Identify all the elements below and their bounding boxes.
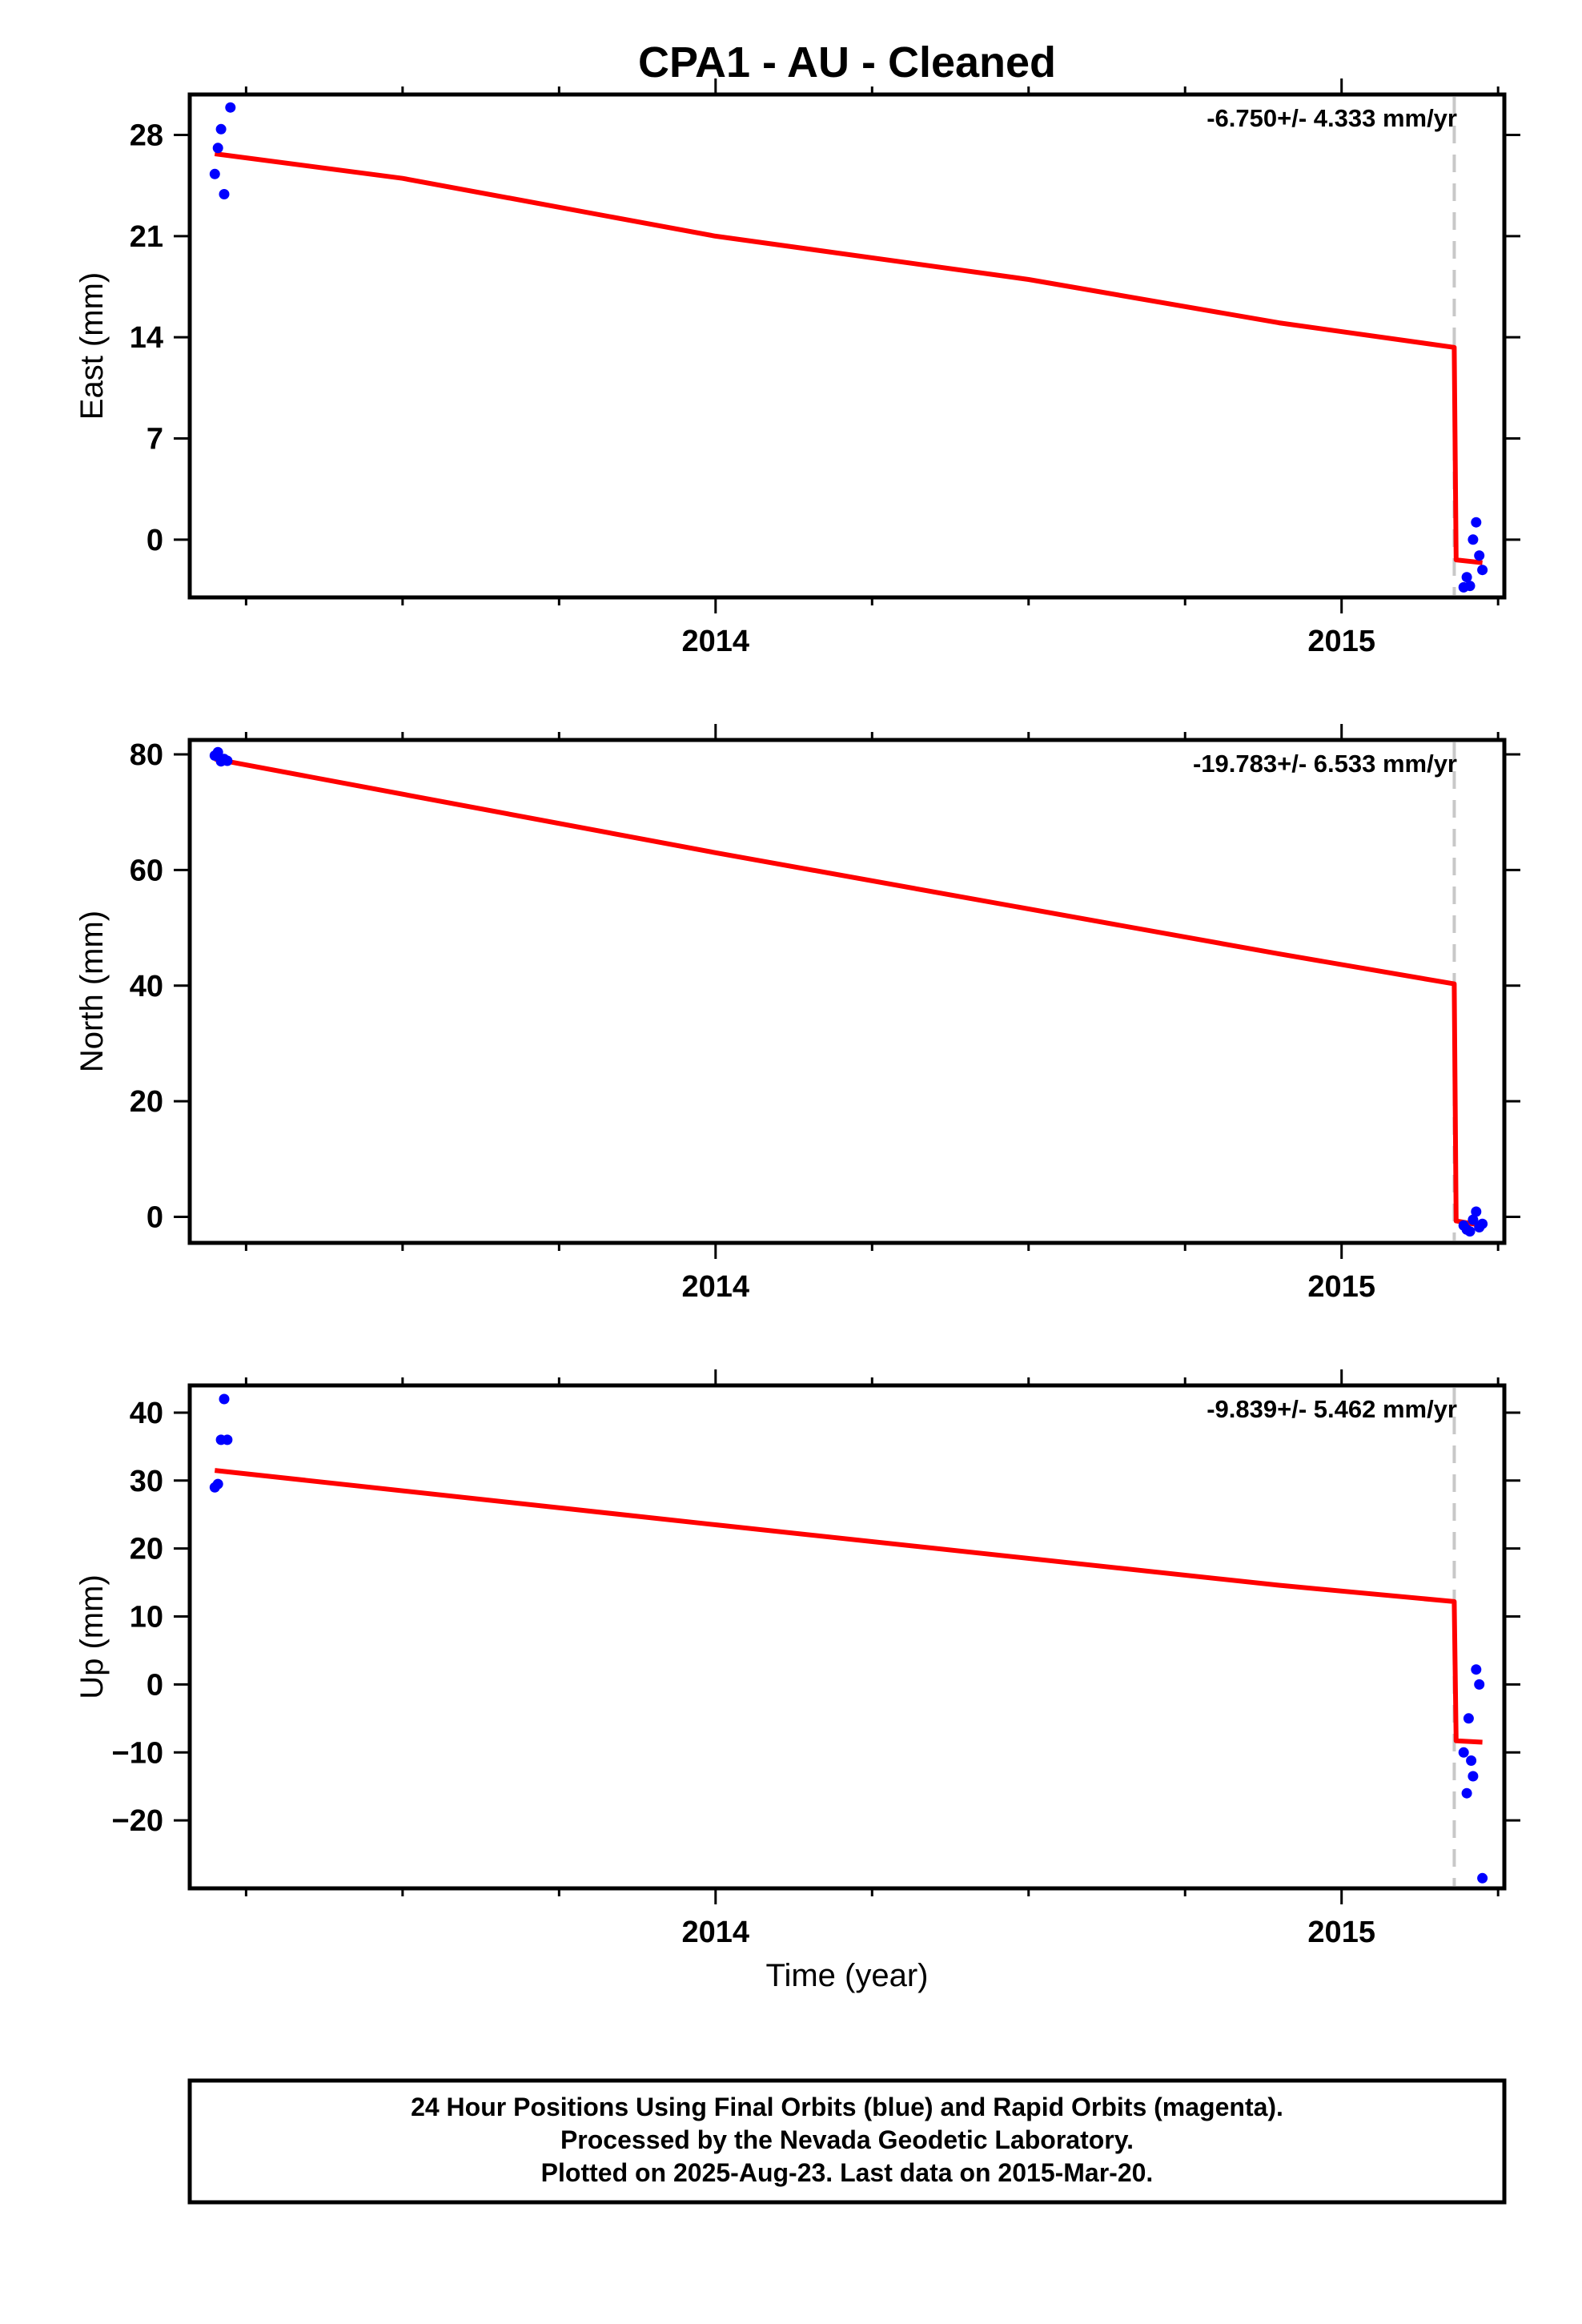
y-axis-label: Up (mm) <box>74 1574 110 1699</box>
x-tick-label: 2014 <box>682 1916 750 1949</box>
up-panel: 2014 2015 −20 −10 0 10 20 30 40 Up (mm) -9.839+/- … <box>74 1369 1520 1949</box>
data-point <box>1458 1747 1469 1758</box>
data-point <box>209 168 220 179</box>
data-point <box>212 143 223 154</box>
data-point <box>1477 1872 1488 1884</box>
data-point <box>1461 572 1472 583</box>
y-tick-label: 14 <box>130 321 163 355</box>
east-panel: 2014 2015 0 7 14 21 28 East (mm) -6.750+/- 4.333… <box>74 78 1520 658</box>
rate-label: -6.750+/- 4.333 mm/yr <box>1207 104 1457 132</box>
y-tick-label: 20 <box>130 1533 163 1566</box>
data-point <box>212 1478 223 1490</box>
rate-label: -9.839+/- 5.462 mm/yr <box>1207 1395 1457 1423</box>
data-point <box>215 123 227 135</box>
y-tick-label: 40 <box>130 970 163 1003</box>
y-tick-label: 0 <box>147 524 163 557</box>
footer-line-2: Processed by the Nevada Geodetic Laborat… <box>560 2125 1134 2154</box>
data-point <box>1471 1206 1482 1217</box>
y-tick-label: 80 <box>130 738 163 772</box>
data-point <box>1468 534 1479 545</box>
x-tick-label: 2014 <box>682 1270 750 1304</box>
data-point <box>1463 1713 1474 1724</box>
data-point <box>1474 1679 1485 1690</box>
fit-line <box>214 756 1484 1228</box>
y-tick-label: 0 <box>147 1201 163 1235</box>
data-point <box>1468 1771 1479 1782</box>
data-point <box>1461 1787 1472 1799</box>
data-point <box>219 1393 230 1405</box>
y-axis-label: East (mm) <box>74 272 110 420</box>
footer-box: 24 Hour Positions Using Final Orbits (bl… <box>187 2078 1507 2205</box>
x-axis-label: Time (year) <box>766 1958 929 1993</box>
figure-title: CPA1 - AU - Cleaned <box>638 38 1056 86</box>
data-point <box>1464 581 1476 592</box>
data-point <box>1474 550 1485 561</box>
data-point <box>1464 1226 1476 1237</box>
footer-line-1: 24 Hour Positions Using Final Orbits (bl… <box>411 2093 1283 2121</box>
x-tick-label: 2015 <box>1307 625 1375 658</box>
data-point <box>212 746 223 758</box>
data-point <box>219 189 230 199</box>
data-point <box>222 1434 233 1445</box>
plot-frame <box>187 1383 1507 1891</box>
y-tick-label: 40 <box>130 1397 163 1430</box>
plot-frame <box>187 92 1507 600</box>
y-axis-label: North (mm) <box>74 911 110 1072</box>
data-point <box>1471 517 1482 528</box>
north-panel: 2014 2015 0 20 40 60 80 North (mm) -19.783+/- 6.… <box>74 724 1520 1304</box>
y-tick-label: −20 <box>112 1804 163 1838</box>
footer-line-3: Plotted on 2025-Aug-23. Last data on 201… <box>541 2158 1154 2187</box>
y-tick-label: 20 <box>130 1085 163 1119</box>
y-tick-label: 7 <box>147 422 163 456</box>
y-tick-label: 0 <box>147 1668 163 1702</box>
x-tick-label: 2015 <box>1307 1916 1375 1949</box>
data-point <box>1471 1664 1482 1675</box>
y-tick-label: 30 <box>130 1465 163 1498</box>
data-point <box>222 755 233 766</box>
x-tick-label: 2014 <box>682 625 750 658</box>
fit-line <box>214 1468 1483 1745</box>
fit-line <box>214 151 1483 565</box>
x-tick-label: 2015 <box>1307 1270 1375 1304</box>
data-point <box>1477 1218 1488 1229</box>
data-point <box>1477 565 1488 576</box>
data-point <box>1468 1214 1479 1225</box>
rate-label: -19.783+/- 6.533 mm/yr <box>1193 750 1457 778</box>
y-tick-label: −10 <box>112 1736 163 1770</box>
data-point <box>225 102 236 113</box>
plot-frame <box>187 738 1507 1245</box>
y-tick-label: 60 <box>130 854 163 887</box>
data-point <box>1466 1755 1477 1766</box>
y-tick-label: 28 <box>130 119 163 153</box>
y-tick-label: 10 <box>130 1601 163 1634</box>
y-tick-label: 21 <box>130 220 163 254</box>
